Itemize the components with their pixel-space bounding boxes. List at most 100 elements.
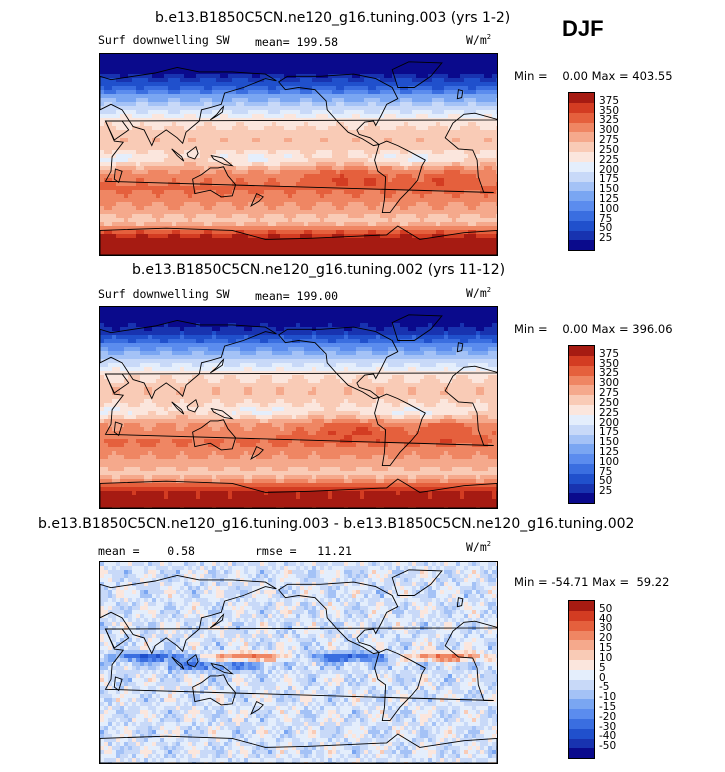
field-cell [408,58,413,63]
field-cell [308,226,313,231]
field-cell [108,86,113,91]
field-cell [228,82,233,87]
field-cell [360,58,365,63]
field-cell [368,194,373,199]
field-cell [456,142,461,147]
field-cell [200,106,205,111]
field-cell [304,138,309,143]
field-cell [268,174,273,179]
field-cell [244,110,249,115]
field-cell [304,126,309,131]
field-cell [192,230,197,235]
field-cell [252,90,257,95]
field-cell [256,246,261,251]
field-cell [184,166,189,171]
field-cell [480,178,485,183]
field-cell [380,170,385,175]
field-cell [152,62,157,67]
field-cell [220,122,225,127]
field-cell [408,122,413,127]
field-cell [464,198,469,203]
field-cell [252,98,257,103]
field-cell [328,158,333,163]
field-cell [260,250,265,255]
field-cell [364,90,369,95]
field-cell [332,122,337,127]
field-cell [428,138,433,143]
field-cell [172,62,177,67]
field-cell [380,58,385,63]
field-cell [276,62,281,67]
field-cell [340,90,345,95]
field-cell [108,70,113,75]
field-cell [344,142,349,147]
field-cell [276,98,281,103]
field-cell [348,70,353,75]
field-cell [468,246,473,251]
field-cell [360,190,365,195]
field-cell [228,54,233,59]
field-cell [200,146,205,151]
field-cell [452,202,457,207]
field-cell [364,158,369,163]
field-cell [460,158,465,163]
field-cell [328,190,333,195]
field-cell [152,102,157,107]
field-cell [488,110,493,115]
field-cell [336,202,341,207]
field-cell [268,134,273,139]
field-cell [156,146,161,151]
field-cell [432,122,437,127]
field-cell [344,214,349,219]
field-cell [208,202,213,207]
field-cell [480,122,485,127]
field-cell [360,230,365,235]
field-cell [404,142,409,147]
field-cell [444,94,449,99]
field-cell [420,138,425,143]
field-cell [108,138,113,143]
field-cell [408,114,413,119]
field-cell [360,222,365,227]
field-cell [188,78,193,83]
field-cell [116,174,121,179]
field-cell [184,186,189,191]
field-cell [332,70,337,75]
field-cell [428,134,433,139]
field-cell [100,194,105,199]
field-cell [160,102,165,107]
field-cell [224,162,229,167]
field-cell [192,54,197,59]
field-cell [164,170,169,175]
field-cell [128,238,133,243]
field-cell [260,210,265,215]
field-cell [324,238,329,243]
field-cell [104,138,109,143]
field-cell [492,242,497,247]
field-cell [196,210,201,215]
field-cell [196,106,201,111]
field-cell [404,202,409,207]
field-cell [100,230,105,235]
field-cell [336,158,341,163]
field-cell [232,178,237,183]
field-cell [460,78,465,83]
field-cell [456,82,461,87]
field-cell [400,198,405,203]
field-cell [200,198,205,203]
field-cell [104,142,109,147]
field-cell [224,114,229,119]
field-cell [308,62,313,67]
field-cell [204,202,209,207]
field-cell [492,218,497,223]
field-cell [172,206,177,211]
field-cell [312,206,317,211]
field-cell [260,246,265,251]
field-cell [292,66,297,71]
field-cell [188,102,193,107]
field-cell [236,174,241,179]
field-cell [372,110,377,115]
field-cell [116,214,121,219]
field-cell [244,158,249,163]
field-cell [156,110,161,115]
